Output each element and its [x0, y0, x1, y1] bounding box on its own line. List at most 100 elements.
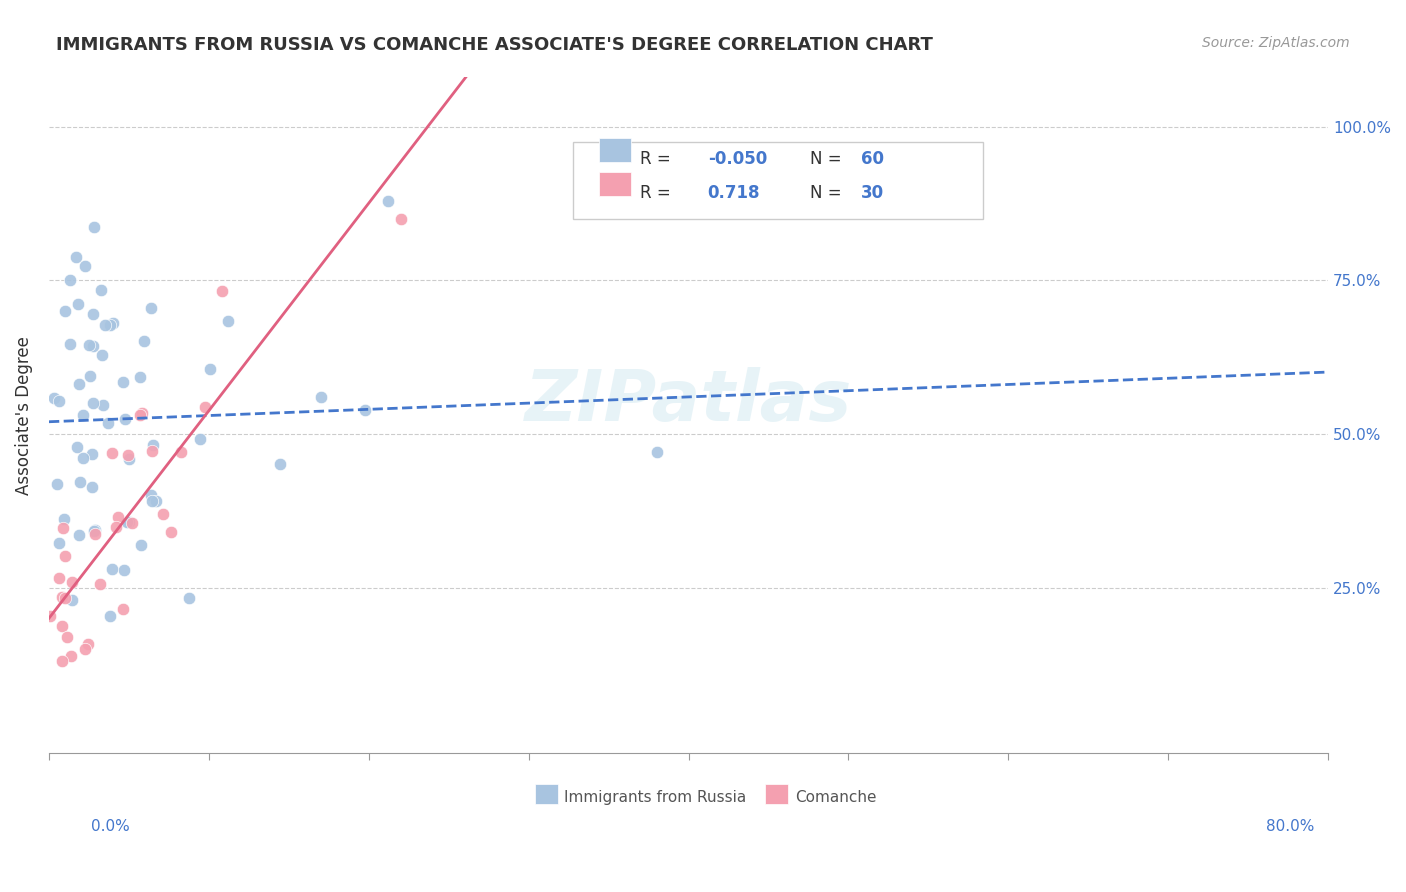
- Point: [79, 369, 101, 384]
- Point: [101, 562, 124, 576]
- Point: [111, 376, 134, 390]
- Point: [134, 334, 156, 348]
- Text: N =: N =: [810, 185, 846, 202]
- Point: [141, 444, 163, 458]
- Text: R =: R =: [640, 151, 676, 169]
- Point: [66, 297, 89, 311]
- Text: N =: N =: [810, 151, 846, 169]
- Point: [82, 480, 104, 494]
- Text: IMMIGRANTS FROM RUSSIA VS COMANCHE ASSOCIATE'S DEGREE CORRELATION CHART: IMMIGRANTS FROM RUSSIA VS COMANCHE ASSOC…: [56, 36, 934, 54]
- Text: Source: ZipAtlas.com: Source: ZipAtlas.com: [1202, 36, 1350, 50]
- Point: [211, 285, 233, 299]
- Point: [269, 457, 291, 471]
- Point: [60, 574, 83, 589]
- Bar: [536, 784, 558, 805]
- Text: ZIPatlas: ZIPatlas: [524, 368, 852, 436]
- Point: [72, 451, 94, 466]
- Point: [160, 525, 183, 540]
- Bar: [599, 138, 631, 162]
- Point: [53, 511, 76, 525]
- Point: [60, 593, 83, 607]
- Point: [83, 526, 105, 541]
- Point: [56, 630, 79, 644]
- Point: [53, 303, 76, 318]
- Text: R =: R =: [640, 185, 676, 202]
- Point: [309, 390, 332, 404]
- Point: [59, 336, 82, 351]
- Bar: [765, 784, 789, 805]
- Point: [118, 515, 141, 529]
- Point: [114, 411, 136, 425]
- Point: [193, 400, 215, 414]
- Point: [645, 445, 668, 459]
- Point: [198, 361, 221, 376]
- Point: [98, 318, 121, 332]
- Point: [107, 509, 129, 524]
- Point: [114, 563, 136, 577]
- Point: [48, 535, 70, 549]
- Point: [188, 432, 211, 446]
- Text: Immigrants from Russia: Immigrants from Russia: [564, 790, 747, 805]
- Point: [73, 259, 96, 273]
- Point: [48, 393, 70, 408]
- Point: [51, 619, 73, 633]
- Text: 60: 60: [862, 151, 884, 169]
- Point: [98, 609, 121, 624]
- Point: [141, 494, 163, 508]
- Point: [177, 591, 200, 605]
- Point: [65, 250, 87, 264]
- Point: [82, 339, 104, 353]
- Text: Comanche: Comanche: [794, 790, 876, 805]
- Point: [117, 448, 139, 462]
- Point: [80, 447, 103, 461]
- Point: [129, 369, 152, 384]
- Bar: [599, 172, 631, 195]
- Point: [152, 507, 174, 521]
- Point: [58, 273, 80, 287]
- Point: [142, 438, 165, 452]
- Point: [83, 220, 105, 235]
- Point: [141, 301, 163, 315]
- Point: [97, 416, 120, 430]
- Point: [83, 524, 105, 539]
- Point: [145, 493, 167, 508]
- Point: [60, 648, 83, 663]
- Point: [45, 477, 67, 491]
- Text: 30: 30: [862, 185, 884, 202]
- Point: [115, 515, 138, 529]
- Point: [131, 406, 153, 420]
- Point: [84, 523, 107, 537]
- Point: [69, 376, 91, 391]
- Point: [38, 608, 60, 623]
- Point: [51, 591, 73, 605]
- Point: [129, 538, 152, 552]
- Text: -0.050: -0.050: [707, 151, 768, 169]
- Point: [93, 398, 115, 412]
- Point: [66, 441, 89, 455]
- Point: [121, 516, 143, 530]
- Text: 0.0%: 0.0%: [91, 820, 131, 834]
- Point: [82, 396, 104, 410]
- Point: [139, 488, 162, 502]
- FancyBboxPatch shape: [574, 142, 983, 219]
- Point: [48, 571, 70, 585]
- Point: [105, 519, 128, 533]
- Point: [42, 392, 65, 406]
- Y-axis label: Associate's Degree: Associate's Degree: [15, 336, 32, 495]
- Point: [118, 452, 141, 467]
- Point: [129, 408, 152, 422]
- Point: [76, 637, 98, 651]
- Point: [82, 307, 104, 321]
- Point: [101, 316, 124, 330]
- Point: [51, 654, 73, 668]
- Point: [72, 408, 94, 422]
- Point: [112, 602, 135, 616]
- Point: [53, 549, 76, 563]
- Point: [389, 211, 412, 226]
- Point: [69, 475, 91, 489]
- Point: [93, 318, 115, 333]
- Point: [90, 283, 112, 297]
- Point: [67, 528, 90, 542]
- Point: [77, 338, 100, 352]
- Text: 0.718: 0.718: [707, 185, 761, 202]
